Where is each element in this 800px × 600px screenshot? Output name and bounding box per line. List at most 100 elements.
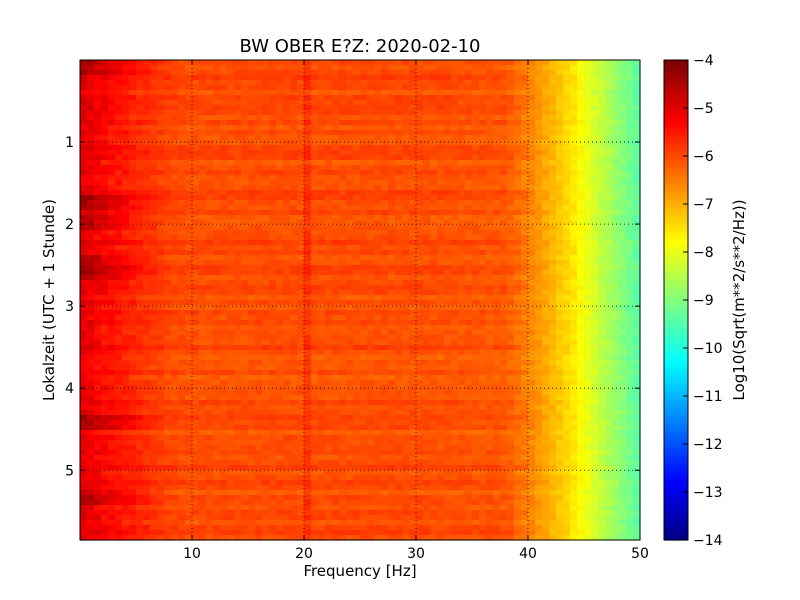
heatmap-cell	[612, 180, 620, 186]
heatmap-cell	[633, 235, 641, 241]
heatmap-cell	[115, 160, 123, 166]
heatmap-cell	[626, 265, 634, 271]
heatmap-cell	[199, 155, 207, 161]
heatmap-cell	[535, 195, 543, 201]
heatmap-cell	[171, 260, 179, 266]
heatmap-cell	[297, 270, 305, 276]
heatmap-cell	[101, 90, 109, 96]
heatmap-cell	[423, 300, 431, 306]
heatmap-cell	[129, 200, 137, 206]
heatmap-cell	[94, 250, 102, 256]
heatmap-cell	[584, 245, 592, 251]
heatmap-cell	[479, 300, 487, 306]
heatmap-cell	[220, 180, 228, 186]
heatmap-cell	[507, 140, 515, 146]
heatmap-cell	[346, 270, 354, 276]
heatmap-cell	[206, 185, 214, 191]
heatmap-cell	[556, 60, 564, 66]
heatmap-cell	[318, 230, 326, 236]
heatmap-cell	[255, 240, 263, 246]
heatmap-cell	[381, 90, 389, 96]
heatmap-cell	[521, 95, 529, 101]
heatmap-cell	[388, 325, 396, 331]
heatmap-cell	[206, 235, 214, 241]
heatmap-cell	[353, 245, 361, 251]
heatmap-cell	[591, 135, 599, 141]
heatmap-cell	[430, 295, 438, 301]
heatmap-cell	[486, 135, 494, 141]
heatmap-cell	[612, 195, 620, 201]
heatmap-cell	[178, 215, 186, 221]
heatmap-cell	[556, 135, 564, 141]
heatmap-cell	[626, 100, 634, 106]
heatmap-cell	[234, 370, 242, 376]
heatmap-cell	[178, 370, 186, 376]
heatmap-cell	[353, 75, 361, 81]
heatmap-cell	[262, 205, 270, 211]
heatmap-cell	[500, 250, 508, 256]
heatmap-cell	[577, 360, 585, 366]
heatmap-cell	[514, 165, 522, 171]
heatmap-cell	[150, 200, 158, 206]
heatmap-cell	[80, 210, 88, 216]
heatmap-cell	[570, 70, 578, 76]
heatmap-cell	[269, 80, 277, 86]
heatmap-cell	[339, 220, 347, 226]
heatmap-cell	[619, 175, 627, 181]
heatmap-cell	[465, 360, 473, 366]
heatmap-cell	[556, 155, 564, 161]
heatmap-cell	[199, 160, 207, 166]
heatmap-cell	[325, 250, 333, 256]
heatmap-cell	[80, 295, 88, 301]
heatmap-cell	[164, 85, 172, 91]
heatmap-cell	[304, 230, 312, 236]
heatmap-cell	[577, 340, 585, 346]
heatmap-cell	[577, 305, 585, 311]
heatmap-cell	[255, 335, 263, 341]
heatmap-cell	[87, 330, 95, 336]
heatmap-cell	[374, 180, 382, 186]
heatmap-cell	[325, 60, 333, 66]
heatmap-cell	[150, 345, 158, 351]
heatmap-cell	[262, 185, 270, 191]
heatmap-cell	[458, 300, 466, 306]
heatmap-cell	[556, 285, 564, 291]
heatmap-cell	[626, 135, 634, 141]
heatmap-cell	[122, 210, 130, 216]
heatmap-cell	[514, 335, 522, 341]
heatmap-cell	[584, 325, 592, 331]
heatmap-cell	[542, 270, 550, 276]
heatmap-cell	[276, 255, 284, 261]
heatmap-cell	[507, 200, 515, 206]
heatmap-cell	[507, 320, 515, 326]
heatmap-cell	[598, 275, 606, 281]
heatmap-cell	[108, 115, 116, 121]
heatmap-cell	[220, 170, 228, 176]
heatmap-cell	[395, 100, 403, 106]
heatmap-cell	[157, 220, 165, 226]
heatmap-cell	[451, 130, 459, 136]
heatmap-cell	[129, 160, 137, 166]
heatmap-cell	[570, 200, 578, 206]
heatmap-cell	[171, 190, 179, 196]
heatmap-cell	[633, 345, 641, 351]
heatmap-cell	[633, 60, 641, 66]
heatmap-cell	[339, 180, 347, 186]
heatmap-cell	[269, 95, 277, 101]
heatmap-cell	[584, 285, 592, 291]
heatmap-cell	[297, 115, 305, 121]
heatmap-cell	[416, 215, 424, 221]
heatmap-cell	[437, 230, 445, 236]
heatmap-cell	[514, 275, 522, 281]
heatmap-cell	[472, 270, 480, 276]
heatmap-cell	[122, 195, 130, 201]
heatmap-cell	[409, 235, 417, 241]
heatmap-cell	[143, 245, 151, 251]
heatmap-cell	[178, 275, 186, 281]
heatmap-cell	[451, 205, 459, 211]
heatmap-cell	[332, 370, 340, 376]
heatmap-cell	[542, 160, 550, 166]
heatmap-cell	[346, 320, 354, 326]
heatmap-cell	[388, 240, 396, 246]
heatmap-cell	[479, 250, 487, 256]
